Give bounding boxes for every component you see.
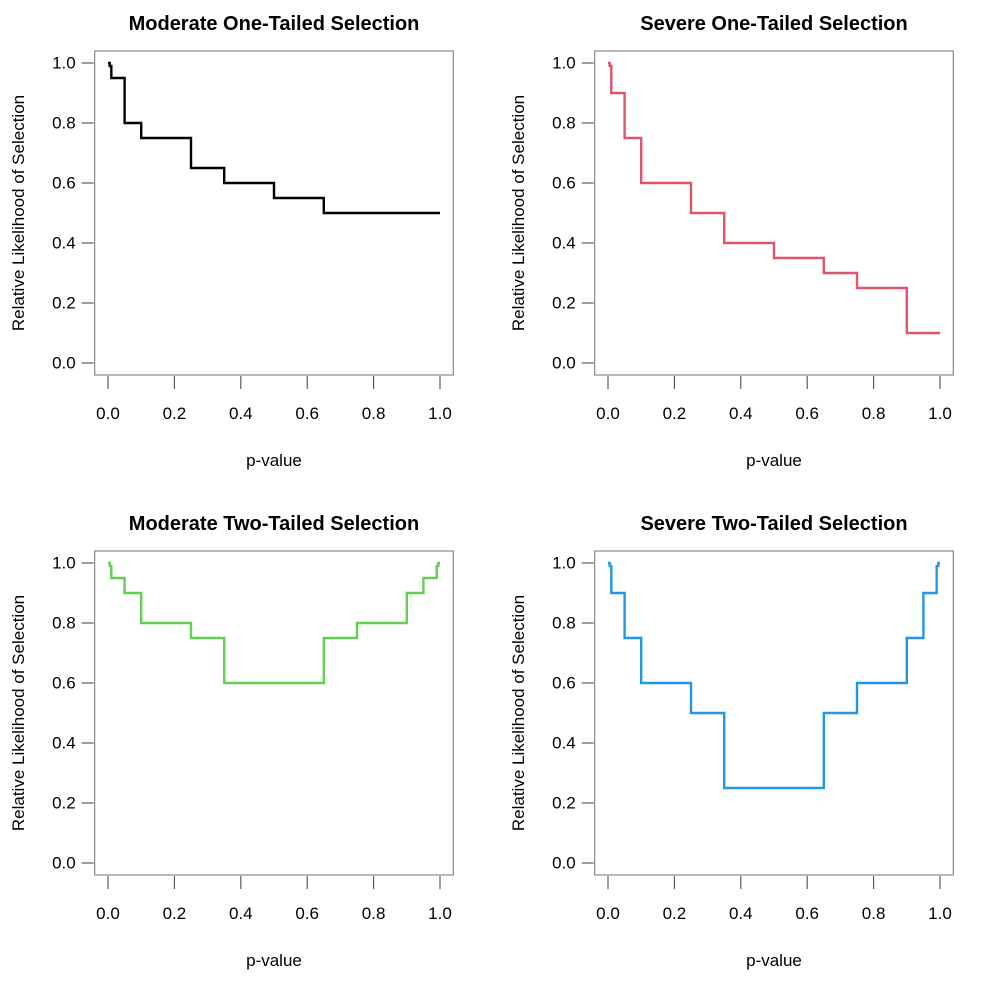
y-tick-label: 0.2 bbox=[552, 794, 576, 813]
x-axis-label: p-value bbox=[246, 951, 302, 970]
x-tick-label: 0.2 bbox=[163, 404, 187, 423]
x-tick-label: 0.6 bbox=[295, 404, 319, 423]
x-tick-label: 0.8 bbox=[862, 904, 886, 923]
y-tick-label: 0.6 bbox=[52, 674, 76, 693]
x-tick-label: 1.0 bbox=[428, 904, 452, 923]
y-tick-label: 0.0 bbox=[52, 354, 76, 373]
x-tick-label: 0.8 bbox=[362, 404, 386, 423]
panel-severe-two-tailed: Severe Two-Tailed Selection Relative Lik… bbox=[500, 500, 1000, 1000]
x-tick-label: 1.0 bbox=[928, 404, 952, 423]
chart-title: Moderate One-Tailed Selection bbox=[128, 13, 420, 35]
plot-box bbox=[594, 550, 954, 876]
x-tick-label: 0.8 bbox=[862, 404, 886, 423]
step-plot-moderate-two-tailed: 0.0 0.2 0.4 0.6 0.8 1.0 0.0 0.2 0.4 0.6 0.8 1.0 bbox=[52, 550, 454, 923]
x-tick-label: 0.4 bbox=[729, 904, 753, 923]
y-tick-label: 0.8 bbox=[552, 614, 576, 633]
x-axis-label: p-value bbox=[746, 451, 802, 470]
x-tick-label: 1.0 bbox=[428, 404, 452, 423]
x-axis-label: p-value bbox=[246, 451, 302, 470]
x-tick-label: 0.4 bbox=[229, 404, 253, 423]
x-tick-label: 0.0 bbox=[96, 904, 120, 923]
panel-moderate-two-tailed: Moderate Two-Tailed Selection Relative L… bbox=[0, 500, 500, 1000]
x-tick-label: 0.4 bbox=[729, 404, 753, 423]
y-tick-label: 0.8 bbox=[52, 614, 76, 633]
panel-moderate-one-tailed: Moderate One-Tailed Selection Relative L… bbox=[0, 0, 500, 500]
x-tick-label: 0.0 bbox=[596, 404, 620, 423]
x-tick-label: 0.0 bbox=[96, 404, 120, 423]
plot-box bbox=[94, 550, 454, 876]
step-curve bbox=[108, 561, 440, 685]
chart-title: Severe Two-Tailed Selection bbox=[640, 513, 908, 535]
y-tick-label: 0.6 bbox=[552, 174, 576, 193]
x-tick-label: 0.6 bbox=[795, 404, 819, 423]
y-tick-label: 0.2 bbox=[52, 794, 76, 813]
x-tick-label: 0.2 bbox=[663, 904, 687, 923]
step-curve bbox=[608, 61, 940, 335]
y-tick-label: 1.0 bbox=[52, 54, 76, 73]
chart-title: Moderate Two-Tailed Selection bbox=[128, 513, 420, 535]
y-tick-label: 0.2 bbox=[52, 294, 76, 313]
y-tick-label: 0.6 bbox=[552, 674, 576, 693]
y-tick-label: 0.8 bbox=[552, 114, 576, 133]
x-tick-label: 0.8 bbox=[362, 904, 386, 923]
x-tick-label: 0.0 bbox=[596, 904, 620, 923]
x-tick-label: 0.6 bbox=[295, 904, 319, 923]
y-tick-label: 0.4 bbox=[552, 234, 576, 253]
x-tick-label: 0.6 bbox=[795, 904, 819, 923]
x-tick-label: 0.4 bbox=[229, 904, 253, 923]
y-tick-label: 0.0 bbox=[552, 354, 576, 373]
y-tick-label: 0.4 bbox=[52, 234, 76, 253]
y-tick-label: 0.0 bbox=[52, 854, 76, 873]
y-tick-label: 0.0 bbox=[552, 854, 576, 873]
step-plot-severe-one-tailed: 0.0 0.2 0.4 0.6 0.8 1.0 0.0 0.2 0.4 0.6 0.8 1.0 bbox=[552, 50, 954, 423]
y-tick-label: 0.4 bbox=[552, 734, 576, 753]
y-tick-label: 0.2 bbox=[552, 294, 576, 313]
plot-box bbox=[594, 50, 954, 376]
step-plot-severe-two-tailed: 0.0 0.2 0.4 0.6 0.8 1.0 0.0 0.2 0.4 0.6 0.8 1.0 bbox=[552, 550, 954, 923]
panel-severe-one-tailed: Severe One-Tailed Selection Relative Lik… bbox=[500, 0, 1000, 500]
chart-title: Severe One-Tailed Selection bbox=[640, 13, 908, 35]
plot-box bbox=[94, 50, 454, 376]
y-tick-label: 0.4 bbox=[52, 734, 76, 753]
step-curve bbox=[108, 61, 440, 215]
y-tick-label: 1.0 bbox=[552, 54, 576, 73]
x-tick-label: 1.0 bbox=[928, 904, 952, 923]
y-tick-label: 1.0 bbox=[552, 554, 576, 573]
step-plot-moderate-one-tailed: 0.0 0.2 0.4 0.6 0.8 1.0 0.0 0.2 0.4 0.6 0.8 1.0 bbox=[52, 50, 454, 423]
y-tick-label: 1.0 bbox=[52, 554, 76, 573]
x-tick-label: 0.2 bbox=[663, 404, 687, 423]
y-tick-label: 0.8 bbox=[52, 114, 76, 133]
x-axis-label: p-value bbox=[746, 951, 802, 970]
step-curve bbox=[608, 561, 940, 790]
y-tick-label: 0.6 bbox=[52, 174, 76, 193]
x-tick-label: 0.2 bbox=[163, 904, 187, 923]
